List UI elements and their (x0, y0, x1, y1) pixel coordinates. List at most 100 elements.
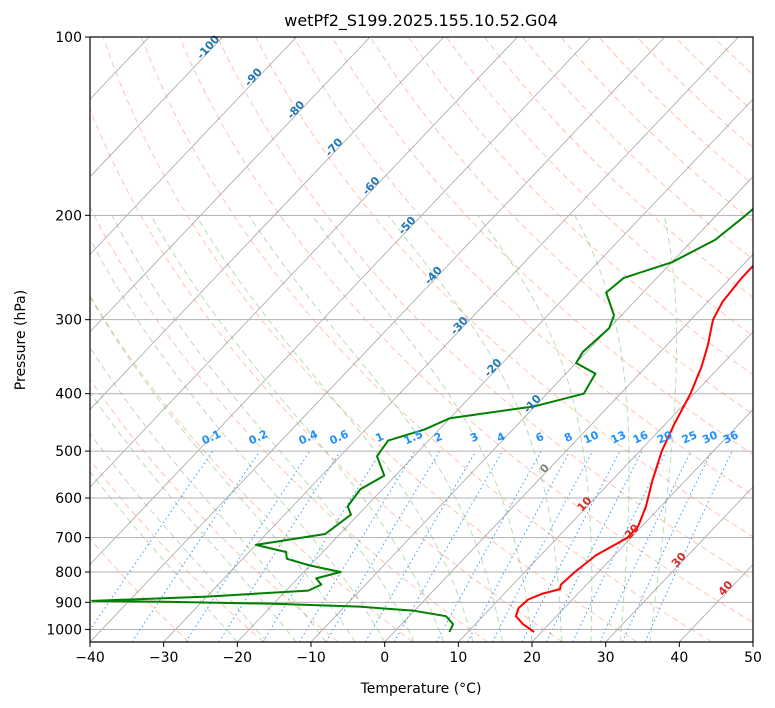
y-axis: 100 200 300 400 500 600 700 800 900 1000 (46, 30, 90, 638)
isotherm-label: -20 (482, 356, 505, 380)
x-axis-label: Temperature (°C) (360, 681, 482, 697)
isotherm-line (90, 37, 371, 333)
dry-adiabat (712, 37, 753, 76)
mixing-ratio-label: 0.1 (200, 427, 223, 447)
dry-adiabat (331, 37, 753, 456)
isotherm-line (384, 253, 753, 642)
isotherm-line (90, 37, 592, 566)
mixing-ratio-line (364, 450, 477, 642)
temperature-line (514, 264, 753, 633)
dry-adiabat (140, 37, 712, 642)
isotherm-line (163, 37, 739, 642)
dry-adiabat (560, 37, 753, 223)
isotherm-line (310, 176, 753, 642)
y-tick-label: 600 (55, 491, 82, 507)
moist-adiabat (90, 346, 327, 642)
isotherm-label: -60 (360, 174, 383, 198)
dry-adiabat (407, 37, 753, 376)
mixing-ratio-label: 36 (721, 428, 741, 446)
mixing-ratio-label: 16 (631, 428, 651, 446)
mixing-ratio-label: 0.6 (327, 427, 350, 447)
dry-adiabat (522, 37, 753, 260)
moist-adiabat (311, 215, 533, 642)
dry-adiabat (90, 205, 488, 642)
mixing-ratio-label: 2 (432, 430, 444, 445)
isotherm-line (0, 37, 75, 642)
dry-adiabat (90, 537, 190, 642)
x-tick-label: 20 (523, 650, 541, 666)
x-tick-label: −40 (75, 650, 105, 666)
x-tick-label: −20 (223, 650, 253, 666)
mixing-ratio-line (90, 450, 214, 631)
mixing-ratio-line (262, 450, 382, 642)
mixing-ratio-line (218, 450, 341, 642)
dry-adiabat (178, 37, 753, 623)
dry-adiabat (369, 37, 753, 415)
mixing-ratio-line (393, 450, 503, 642)
dry-adiabat (102, 37, 638, 642)
isotherm-line (90, 37, 518, 488)
mixing-ratio-line (572, 450, 667, 642)
warm-isotherm-label: 10 (575, 494, 595, 514)
dry-adiabat (636, 37, 753, 149)
dry-adiabat (598, 37, 753, 186)
moist-adiabat (195, 215, 474, 642)
isotherm-line (679, 563, 753, 642)
dewpoint-line (91, 207, 753, 633)
x-tick-label: 10 (449, 650, 467, 666)
moist-adiabat (90, 295, 356, 642)
isotherm-line (90, 37, 297, 255)
x-tick-label: 0 (380, 650, 389, 666)
y-tick-label: 800 (55, 565, 82, 581)
mixing-ratio-label: 10 (581, 428, 601, 446)
isotherm-label: -70 (323, 135, 346, 159)
mixing-ratio-label: 20 (655, 428, 675, 446)
x-tick-label: −10 (296, 650, 326, 666)
mixing-ratio-line (435, 450, 542, 642)
plot-frame (89, 36, 754, 643)
isotherm-line (90, 37, 666, 642)
isotherm-line (237, 98, 753, 642)
mixing-ratio-label: 6 (534, 430, 547, 445)
moist-adiabat (477, 215, 593, 642)
warm-isotherm-label: 30 (669, 550, 689, 570)
mixing-ratio-label: 0.4 (297, 427, 320, 447)
moist-adiabat (90, 470, 238, 642)
moist-adiabat (90, 432, 268, 642)
dry-adiabat (217, 37, 753, 580)
y-tick-label: 1000 (46, 622, 82, 638)
isotherm-label: -90 (242, 65, 265, 89)
mixing-ratio-label: 8 (562, 430, 574, 445)
isotherm-line (458, 331, 753, 642)
isotherm-line (90, 37, 445, 410)
mixing-ratio-line (467, 450, 571, 642)
mixing-ratio-label: 0.2 (247, 427, 270, 447)
warm-isotherm-label: 40 (716, 578, 736, 598)
isotherm-label: -80 (284, 98, 307, 122)
background-lines (0, 37, 753, 642)
x-tick-label: 40 (670, 650, 688, 666)
dry-adiabat (484, 37, 753, 298)
y-tick-label: 700 (55, 531, 82, 547)
mixing-ratio-label: 30 (700, 428, 720, 446)
y-tick-label: 300 (55, 313, 82, 329)
moist-adiabat (387, 214, 562, 642)
dry-adiabat (674, 37, 753, 112)
y-axis-label: Pressure (hPa) (13, 290, 29, 390)
isotherm-line (90, 37, 224, 178)
mixing-ratio-label: 3 (468, 430, 480, 445)
x-tick-label: 30 (597, 650, 615, 666)
x-tick-label: −30 (149, 650, 179, 666)
y-tick-label: 900 (55, 595, 82, 611)
warm-isotherm-label: 0 (537, 461, 552, 476)
moist-adiabat (248, 215, 503, 642)
mixing-ratio-label: 13 (609, 428, 628, 446)
mixing-ratio-label: 25 (680, 428, 699, 446)
curve-labels: -100-90-80-70-60-50-40-30-20-100.1 0.2 0.4… (194, 32, 741, 598)
mixing-ratio-label: 1 (373, 430, 385, 445)
mixing-ratio-line (131, 450, 261, 642)
dry-adiabat (90, 378, 339, 642)
dry-adiabat (90, 459, 264, 642)
mixing-ratio-line (599, 450, 692, 642)
x-tick-label: 50 (744, 650, 762, 666)
